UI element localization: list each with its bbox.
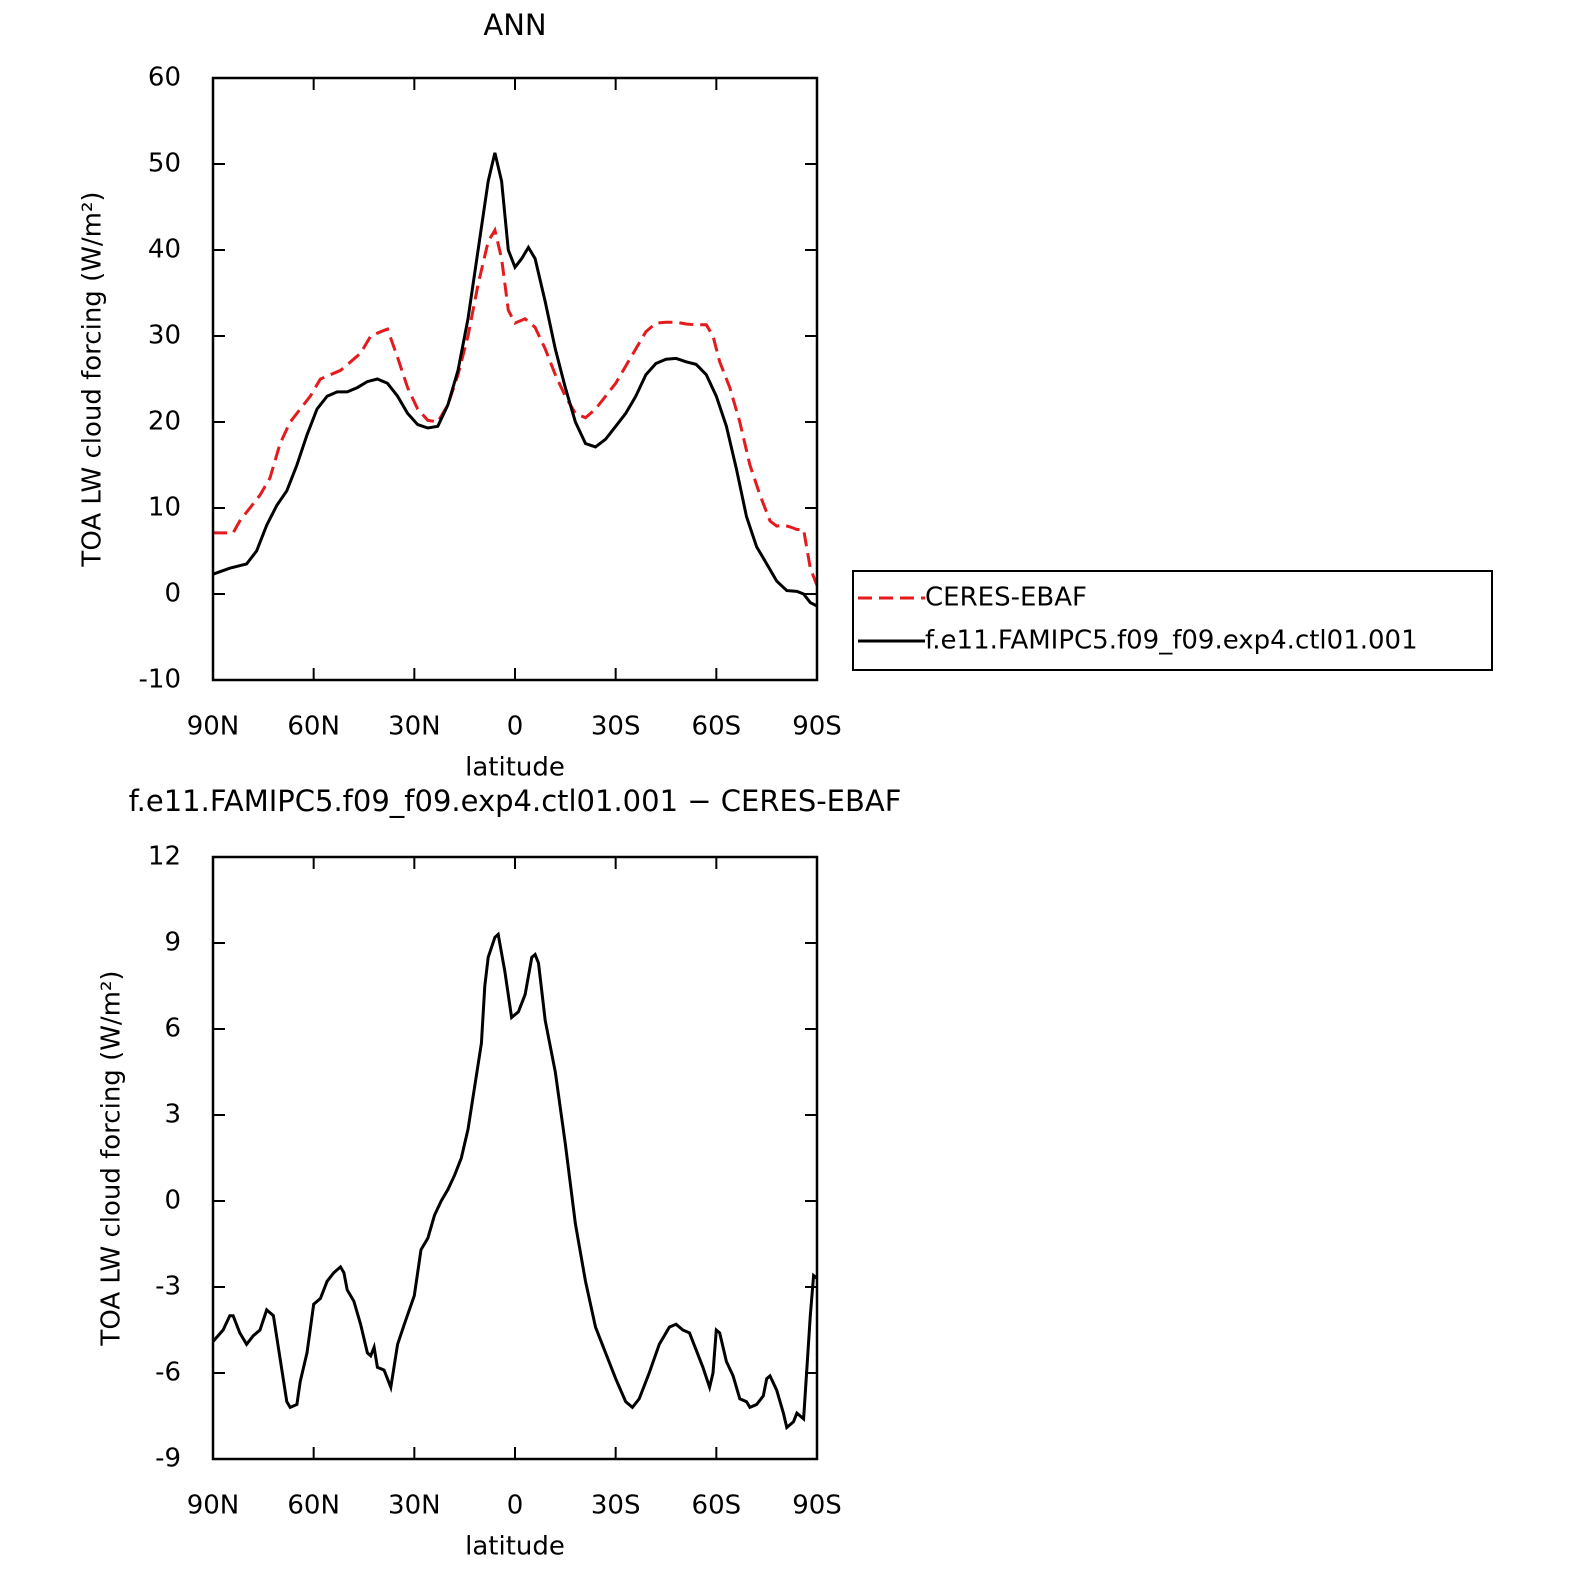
x-axis-label: latitude: [465, 1532, 565, 1562]
y-tick-label: 0: [164, 579, 181, 609]
y-tick-label: -10: [139, 665, 181, 695]
y-tick-label: 9: [164, 928, 181, 958]
data-line: [212, 152, 818, 608]
y-tick-label: 10: [148, 493, 181, 523]
data-line: [211, 931, 818, 1431]
x-tick-label: 60S: [692, 712, 742, 742]
x-tick-label: 90N: [187, 712, 240, 742]
y-tick-label: 40: [148, 235, 181, 265]
x-tick-label: 30S: [591, 1491, 641, 1521]
x-tick-label: 60N: [287, 712, 340, 742]
y-tick-label: 30: [148, 321, 181, 351]
y-tick-label: -9: [155, 1444, 181, 1474]
x-tick-label: 90N: [187, 1491, 240, 1521]
legend-box: [852, 570, 1493, 671]
y-tick-label: -6: [155, 1358, 181, 1388]
x-tick-label: 90S: [792, 1491, 842, 1521]
y-axis-label: TOA LW cloud forcing (W/m²): [97, 970, 127, 1346]
y-tick-label: 0: [164, 1186, 181, 1216]
x-tick-label: 60N: [287, 1491, 340, 1521]
plot-frame: [211, 76, 819, 682]
y-tick-label: 60: [148, 63, 181, 93]
x-tick-label: 0: [507, 712, 524, 742]
x-tick-label: 30S: [591, 712, 641, 742]
legend-label: CERES-EBAF: [925, 583, 1087, 613]
x-tick-label: 90S: [792, 712, 842, 742]
chart-title: f.e11.FAMIPC5.f09_f09.exp4.ctl01.001 − C…: [129, 784, 902, 818]
y-tick-label: 20: [148, 407, 181, 437]
legend-label: f.e11.FAMIPC5.f09_f09.exp4.ctl01.001: [925, 626, 1418, 656]
y-tick-label: 6: [164, 1014, 181, 1044]
x-tick-label: 30N: [388, 712, 441, 742]
x-axis-label: latitude: [465, 753, 565, 783]
x-tick-label: 60S: [692, 1491, 742, 1521]
y-tick-label: 12: [148, 842, 181, 872]
plot-frame: [211, 855, 819, 1461]
y-tick-label: 3: [164, 1100, 181, 1130]
data-line: [213, 226, 819, 586]
x-tick-label: 0: [507, 1491, 524, 1521]
y-tick-label: -3: [155, 1272, 181, 1302]
x-tick-label: 30N: [388, 1491, 441, 1521]
y-tick-label: 50: [148, 149, 181, 179]
chart-title: ANN: [483, 8, 546, 42]
y-axis-label: TOA LW cloud forcing (W/m²): [78, 191, 108, 567]
